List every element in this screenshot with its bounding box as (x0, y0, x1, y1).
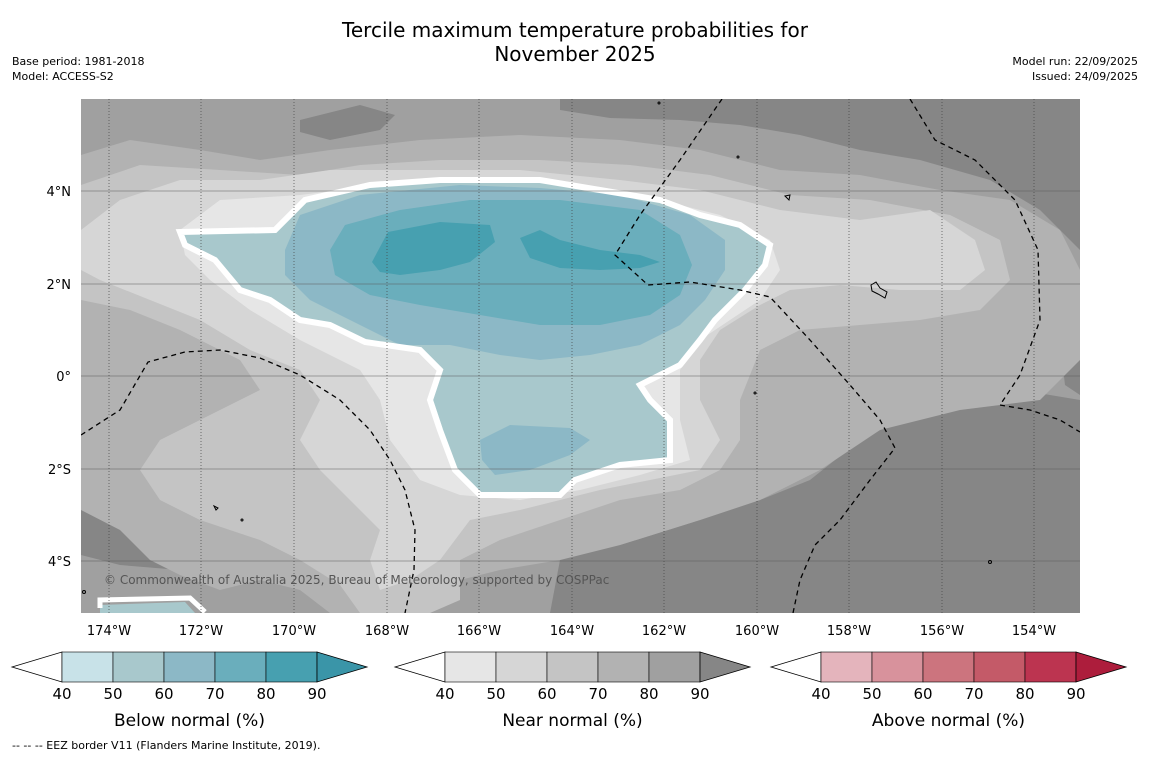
model-run-label: Model run: 22/09/2025 (1012, 55, 1138, 68)
lon-label: 174°W (87, 624, 131, 639)
lat-label: 2°S (48, 463, 71, 478)
copyright-notice: © Commonwealth of Australia 2025, Bureau… (104, 573, 609, 587)
below-normal-southwest-outline (97, 595, 207, 613)
below-normal-70 (372, 222, 495, 275)
lon-label: 170°W (272, 624, 316, 639)
colorbar-extend-low (393, 651, 446, 683)
colorbar-tick-label: 40 (435, 685, 454, 703)
colorbar-tick-label: 40 (52, 685, 71, 703)
colorbar-tick-label: 80 (639, 685, 658, 703)
below-normal-70-east (520, 230, 660, 270)
colorbar-extend-high (1075, 651, 1128, 683)
colorbar-title: Below normal (%) (114, 711, 265, 731)
eez-borders (81, 99, 1080, 613)
lon-label: 172°W (179, 624, 223, 639)
colorbar-tick-label: 60 (913, 685, 932, 703)
lat-label: 4°S (48, 555, 71, 570)
colorbar-tick-label: 50 (103, 685, 122, 703)
colorbar-tick-label: 70 (588, 685, 607, 703)
colorbar-segment (1024, 651, 1077, 683)
colorbar-below-normal: 40 50 60 70 80 90 Below normal (%) (10, 651, 369, 731)
colorbar-extend-high (699, 651, 752, 683)
colorbar-segment (112, 651, 165, 683)
colorbar-tick-label: 60 (154, 685, 173, 703)
colorbar-segment (444, 651, 497, 683)
colorbar-segment (265, 651, 318, 683)
base-period-label: Base period: 1981-2018 (12, 55, 145, 68)
lon-label: 164°W (550, 624, 594, 639)
near-normal-90-southeast (550, 390, 1080, 613)
colorbar-tick-label: 50 (862, 685, 881, 703)
lon-label: 166°W (457, 624, 501, 639)
colorbar-near-normal: 40 50 60 70 80 90 Near normal (%) (393, 651, 752, 731)
near-normal-90-northwest (300, 105, 395, 140)
lon-label: 168°W (365, 624, 409, 639)
colorbar-tick-label: 90 (307, 685, 326, 703)
colorbar-tick-label: 80 (1015, 685, 1034, 703)
colorbar-segment (495, 651, 548, 683)
colorbar-tick-label: 80 (256, 685, 275, 703)
lat-label: 0° (56, 370, 71, 385)
colorbar-tick-label: 60 (537, 685, 556, 703)
colorbar-segment (163, 651, 216, 683)
probability-map[interactable]: © Commonwealth of Australia 2025, Bureau… (81, 99, 1080, 613)
below-normal-50-south (480, 425, 590, 475)
colorbar-tick-label: 90 (690, 685, 709, 703)
colorbar-segment (922, 651, 975, 683)
islands (82, 101, 992, 594)
near-normal-90-north (560, 99, 1080, 250)
below-normal-40-outline (175, 177, 774, 498)
colorbar-above-normal: 40 50 60 70 80 90 Above normal (%) (769, 651, 1128, 731)
colorbar-segment (214, 651, 267, 683)
colorbar-segment (973, 651, 1026, 683)
colorbar-segment (820, 651, 873, 683)
colorbar-segment (648, 651, 701, 683)
colorbar-segment (871, 651, 924, 683)
colorbar-extend-low (10, 651, 63, 683)
colorbar-segment (61, 651, 114, 683)
colorbar-tick-label: 70 (205, 685, 224, 703)
lat-label: 4°N (47, 185, 72, 200)
lon-label: 162°W (642, 624, 686, 639)
lon-label: 154°W (1012, 624, 1056, 639)
run-info: Model run: 22/09/2025 Issued: 24/09/2025 (1012, 54, 1138, 84)
colorbar-segment (546, 651, 599, 683)
lat-label: 2°N (47, 278, 72, 293)
lat-gridlines (81, 190, 1080, 562)
lon-label: 156°W (920, 624, 964, 639)
colorbar-tick-label: 40 (811, 685, 830, 703)
colorbar-title: Above normal (%) (872, 711, 1025, 731)
lon-label: 158°W (827, 624, 871, 639)
lon-labels: 174°W 172°W 170°W 168°W 166°W 164°W 162°… (87, 624, 1056, 639)
colorbar-segment (597, 651, 650, 683)
below-normal-southwest (100, 602, 195, 613)
page-title: Tercile maximum temperature probabilitie… (0, 18, 1150, 66)
colorbar-extend-high (316, 651, 369, 683)
colorbar-tick-label: 70 (964, 685, 983, 703)
footnote: -- -- -- EEZ border V11 (Flanders Marine… (12, 739, 321, 752)
model-info: Base period: 1981-2018 Model: ACCESS-S2 (12, 54, 144, 84)
colorbar-title: Near normal (%) (502, 711, 642, 731)
map-figure: © Commonwealth of Australia 2025, Bureau… (10, 99, 1128, 731)
model-label: Model: ACCESS-S2 (12, 70, 114, 83)
title-line-2: November 2025 (494, 42, 656, 66)
title-line-1: Tercile maximum temperature probabilitie… (342, 18, 808, 42)
colorbar-extend-low (769, 651, 822, 683)
colorbar-tick-label: 90 (1066, 685, 1085, 703)
lat-labels: 4°N 2°N 0° 2°S 4°S (47, 185, 72, 570)
lon-label: 160°W (735, 624, 779, 639)
colorbar-tick-label: 50 (486, 685, 505, 703)
issued-label: Issued: 24/09/2025 (1031, 70, 1138, 83)
